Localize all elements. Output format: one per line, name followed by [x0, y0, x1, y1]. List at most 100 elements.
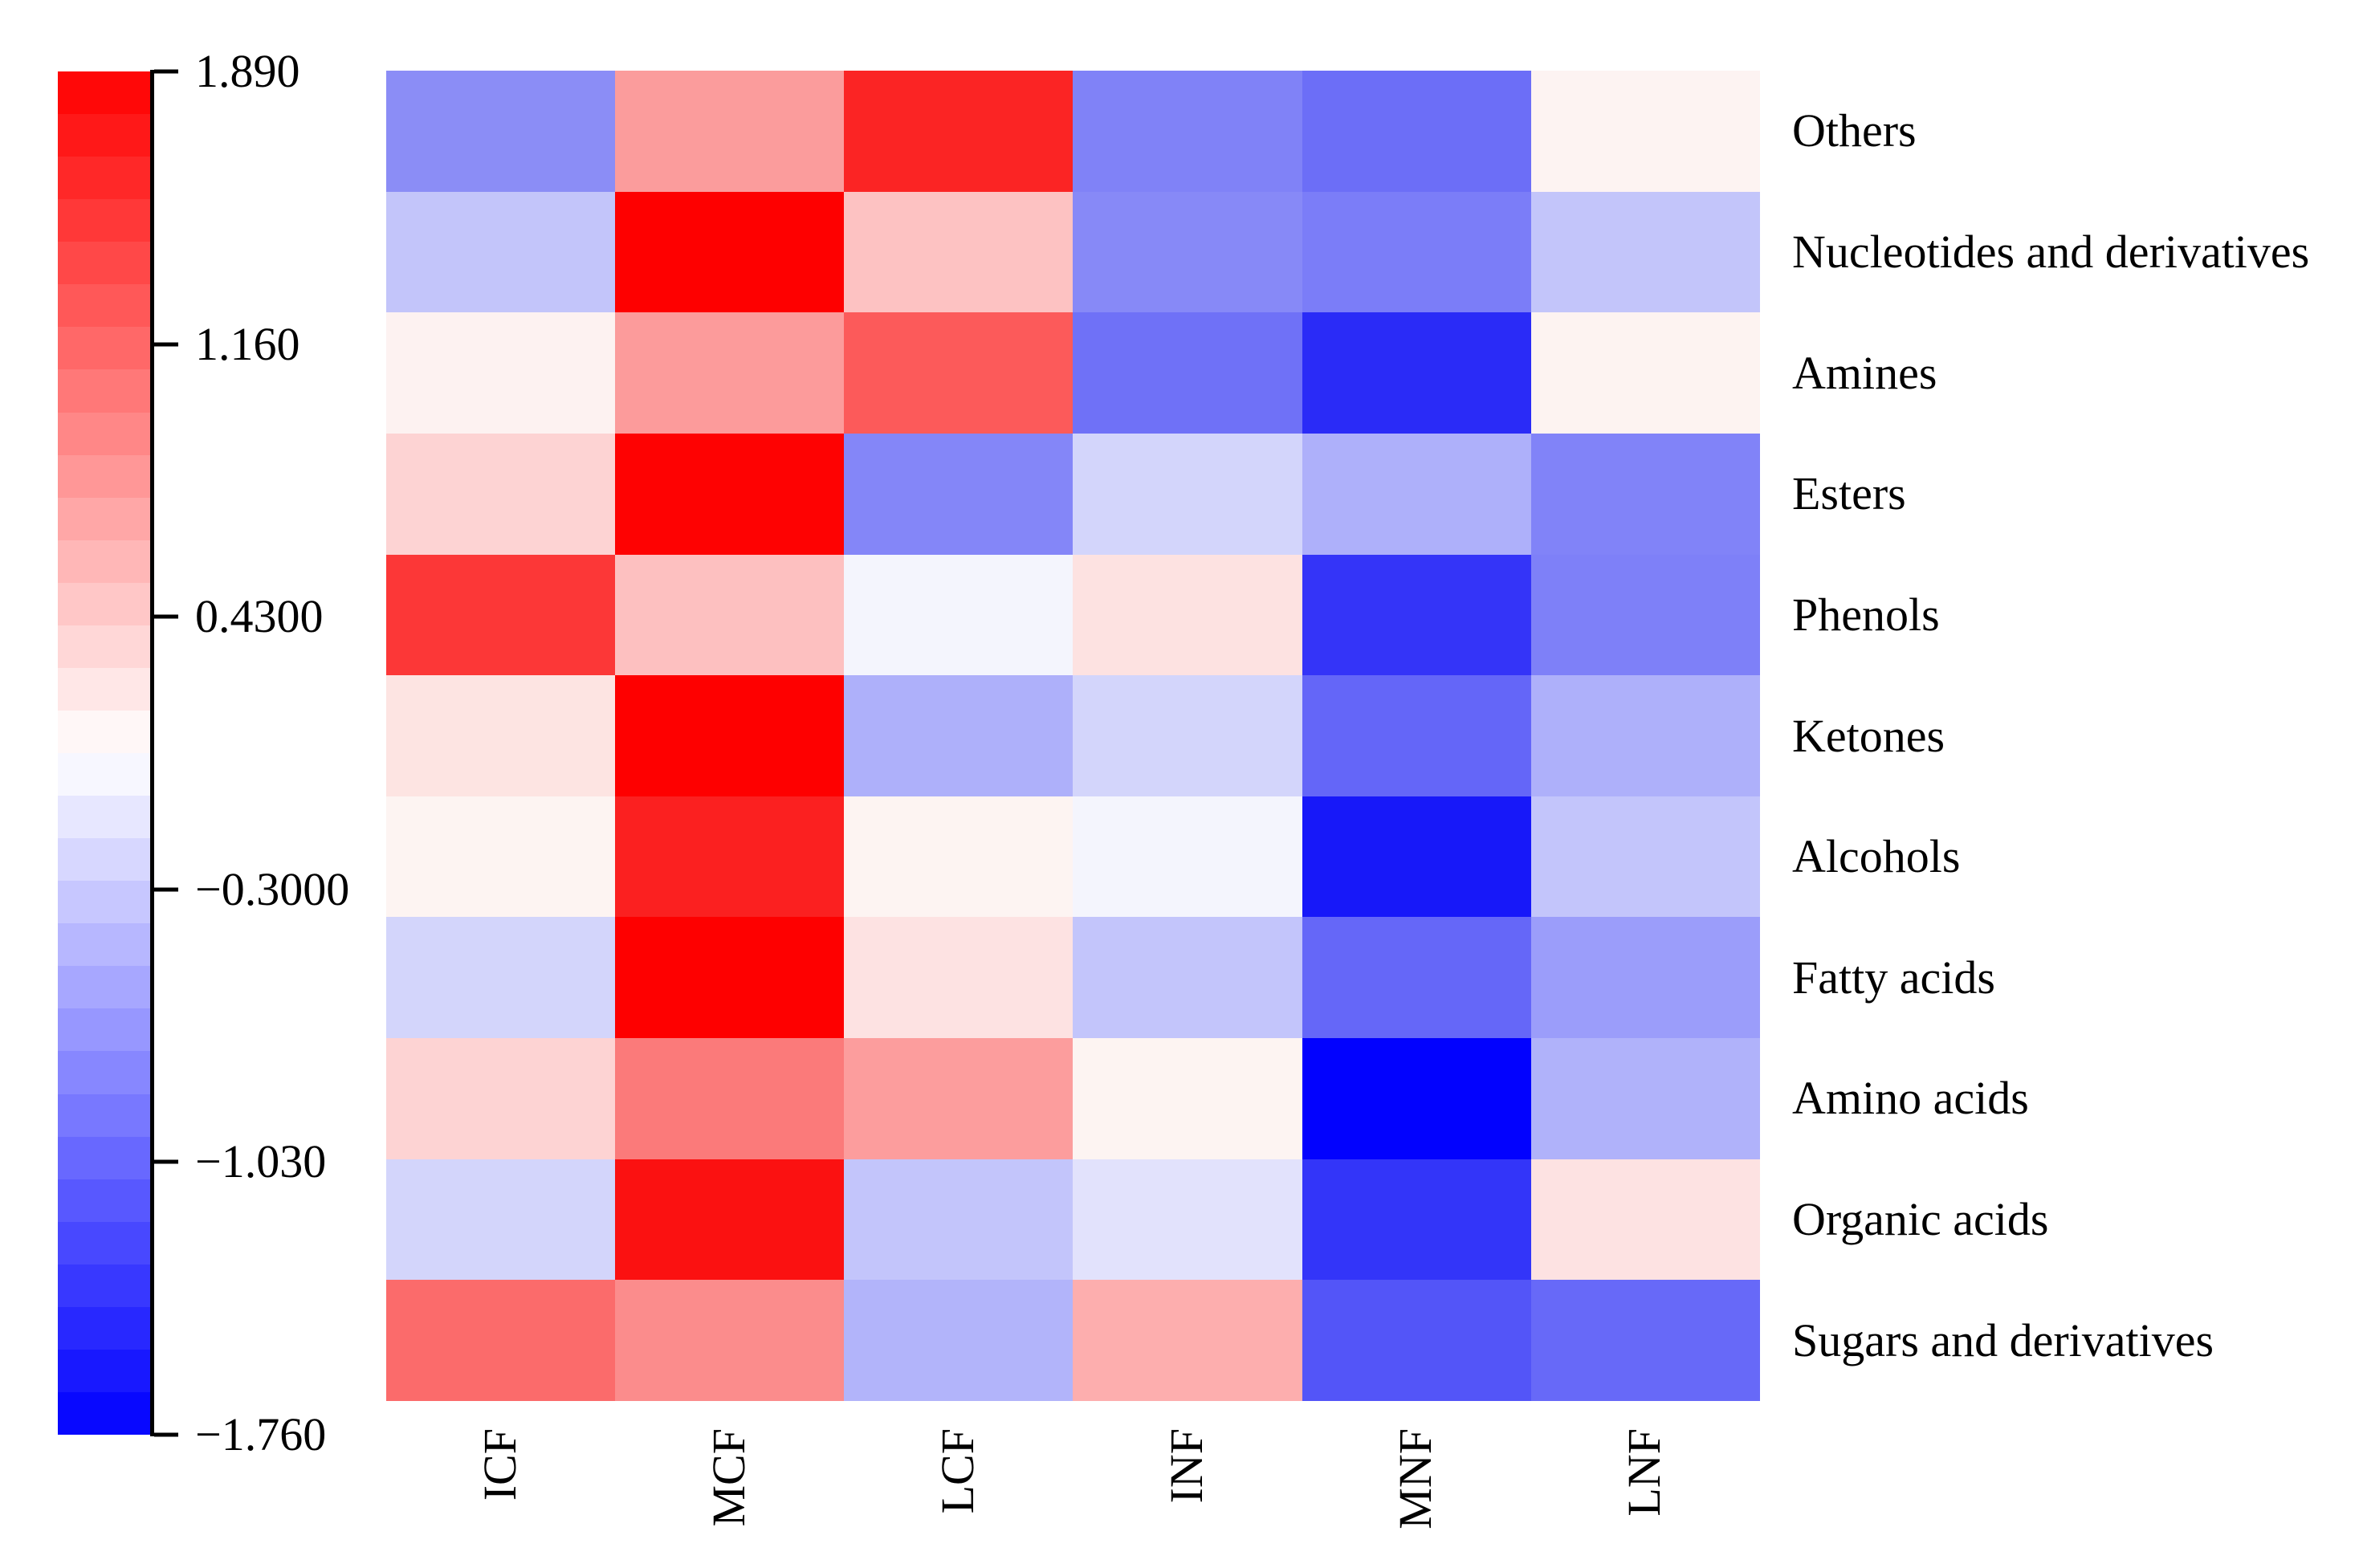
row-label: Amino acids	[1792, 1072, 2029, 1125]
colorbar-segment	[58, 796, 150, 839]
colorbar-segment	[58, 966, 150, 1009]
heatmap-cell	[844, 554, 1074, 676]
colorbar-tick-label: −1.760	[195, 1408, 327, 1460]
colorbar-tick-label: 0.4300	[195, 590, 324, 643]
heatmap-cell	[844, 191, 1074, 313]
heatmap-cell	[1530, 554, 1760, 676]
colorbar-segment	[58, 923, 150, 967]
colorbar-segment	[58, 1179, 150, 1222]
heatmap-cell	[1073, 1038, 1302, 1159]
row-label: Others	[1792, 104, 1917, 157]
heatmap-cell	[386, 1159, 616, 1281]
colorbar-segment	[58, 114, 150, 157]
colorbar-segment	[58, 625, 150, 668]
colorbar-segment	[58, 1051, 150, 1094]
heatmap-cell	[844, 675, 1074, 796]
colorbar-segment	[58, 1391, 150, 1435]
colorbar-segment	[58, 667, 150, 711]
heatmap-cell	[1073, 1159, 1302, 1281]
row-label: Nucleotides and derivatives	[1792, 225, 2310, 278]
colorbar-tick-label: −0.3000	[195, 862, 350, 915]
row-label: Alcohols	[1792, 830, 1961, 883]
heatmap-cell	[386, 1280, 616, 1401]
column-label: MNF	[1389, 1428, 1442, 1529]
colorbar-segment	[58, 412, 150, 455]
heatmap-cell	[1302, 191, 1531, 313]
row-label: Organic acids	[1792, 1193, 2049, 1246]
colorbar-tick	[154, 1432, 178, 1437]
heatmap-cell	[1302, 71, 1531, 192]
colorbar-tick	[154, 69, 178, 74]
heatmap-cell	[1530, 71, 1760, 192]
column-label: LNF	[1618, 1428, 1671, 1517]
colorbar-segment	[58, 369, 150, 413]
row-label: Sugars and derivatives	[1792, 1313, 2214, 1366]
colorbar-segment	[58, 710, 150, 753]
heatmap-grid	[386, 71, 1760, 1401]
heatmap-cell	[1530, 312, 1760, 434]
colorbar-segment	[58, 582, 150, 625]
heatmap-cell	[1302, 1038, 1531, 1159]
colorbar-segment	[58, 157, 150, 200]
colorbar-segment	[58, 497, 150, 540]
heatmap-cell	[615, 71, 845, 192]
heatmap-cell	[1302, 1159, 1531, 1281]
colorbar-segment	[58, 242, 150, 285]
colorbar-tick	[154, 1159, 178, 1164]
heatmap-cell	[844, 312, 1074, 434]
heatmap-cell	[615, 917, 845, 1039]
heatmap-cell	[1530, 433, 1760, 555]
heatmap-cell	[1530, 917, 1760, 1039]
heatmap-cell	[1302, 312, 1531, 434]
heatmap-cell	[386, 796, 616, 918]
colorbar-segment	[58, 1094, 150, 1137]
column-label: ICF	[473, 1428, 526, 1501]
colorbar-tick	[154, 614, 178, 619]
heatmap-cell	[386, 917, 616, 1039]
colorbar-tick-label: −1.030	[195, 1135, 327, 1188]
heatmap-cell	[844, 1280, 1074, 1401]
column-label: LCF	[931, 1428, 984, 1514]
colorbar-segment	[58, 753, 150, 796]
heatmap-cell	[844, 1038, 1074, 1159]
heatmap-cell	[1530, 1038, 1760, 1159]
heatmap-cell	[386, 312, 616, 434]
heatmap-cell	[1302, 1280, 1531, 1401]
row-label: Amines	[1792, 346, 1937, 399]
heatmap-cell	[1302, 917, 1531, 1039]
heatmap-cell	[615, 554, 845, 676]
heatmap-cell	[1073, 191, 1302, 313]
row-label: Esters	[1792, 467, 1906, 520]
colorbar-segment	[58, 71, 150, 115]
colorbar-segment	[58, 284, 150, 328]
heatmap-cell	[615, 1280, 845, 1401]
heatmap-cell	[1530, 1159, 1760, 1281]
colorbar	[58, 71, 150, 1435]
column-label: INF	[1160, 1428, 1213, 1504]
colorbar-segment	[58, 454, 150, 498]
heatmap-cell	[1073, 433, 1302, 555]
heatmap-cell	[1073, 71, 1302, 192]
colorbar-spine	[150, 70, 154, 1436]
colorbar-segment	[58, 881, 150, 924]
heatmap-cell	[1073, 917, 1302, 1039]
colorbar-segment	[58, 1349, 150, 1392]
heatmap-cell	[615, 1038, 845, 1159]
colorbar-segment	[58, 1221, 150, 1265]
heatmap-cell	[1530, 191, 1760, 313]
colorbar-segment	[58, 327, 150, 370]
colorbar-tick	[154, 887, 178, 892]
heatmap-cell	[1530, 1280, 1760, 1401]
heatmap-cell	[1073, 554, 1302, 676]
heatmap-cell	[844, 796, 1074, 918]
heatmap-cell	[1302, 554, 1531, 676]
heatmap-cell	[386, 71, 616, 192]
heatmap-cell	[844, 1159, 1074, 1281]
heatmap-cell	[844, 917, 1074, 1039]
heatmap-cell	[386, 191, 616, 313]
colorbar-segment	[58, 1306, 150, 1350]
colorbar-segment	[58, 838, 150, 882]
heatmap-cell	[1302, 796, 1531, 918]
row-label: Fatty acids	[1792, 951, 1995, 1004]
